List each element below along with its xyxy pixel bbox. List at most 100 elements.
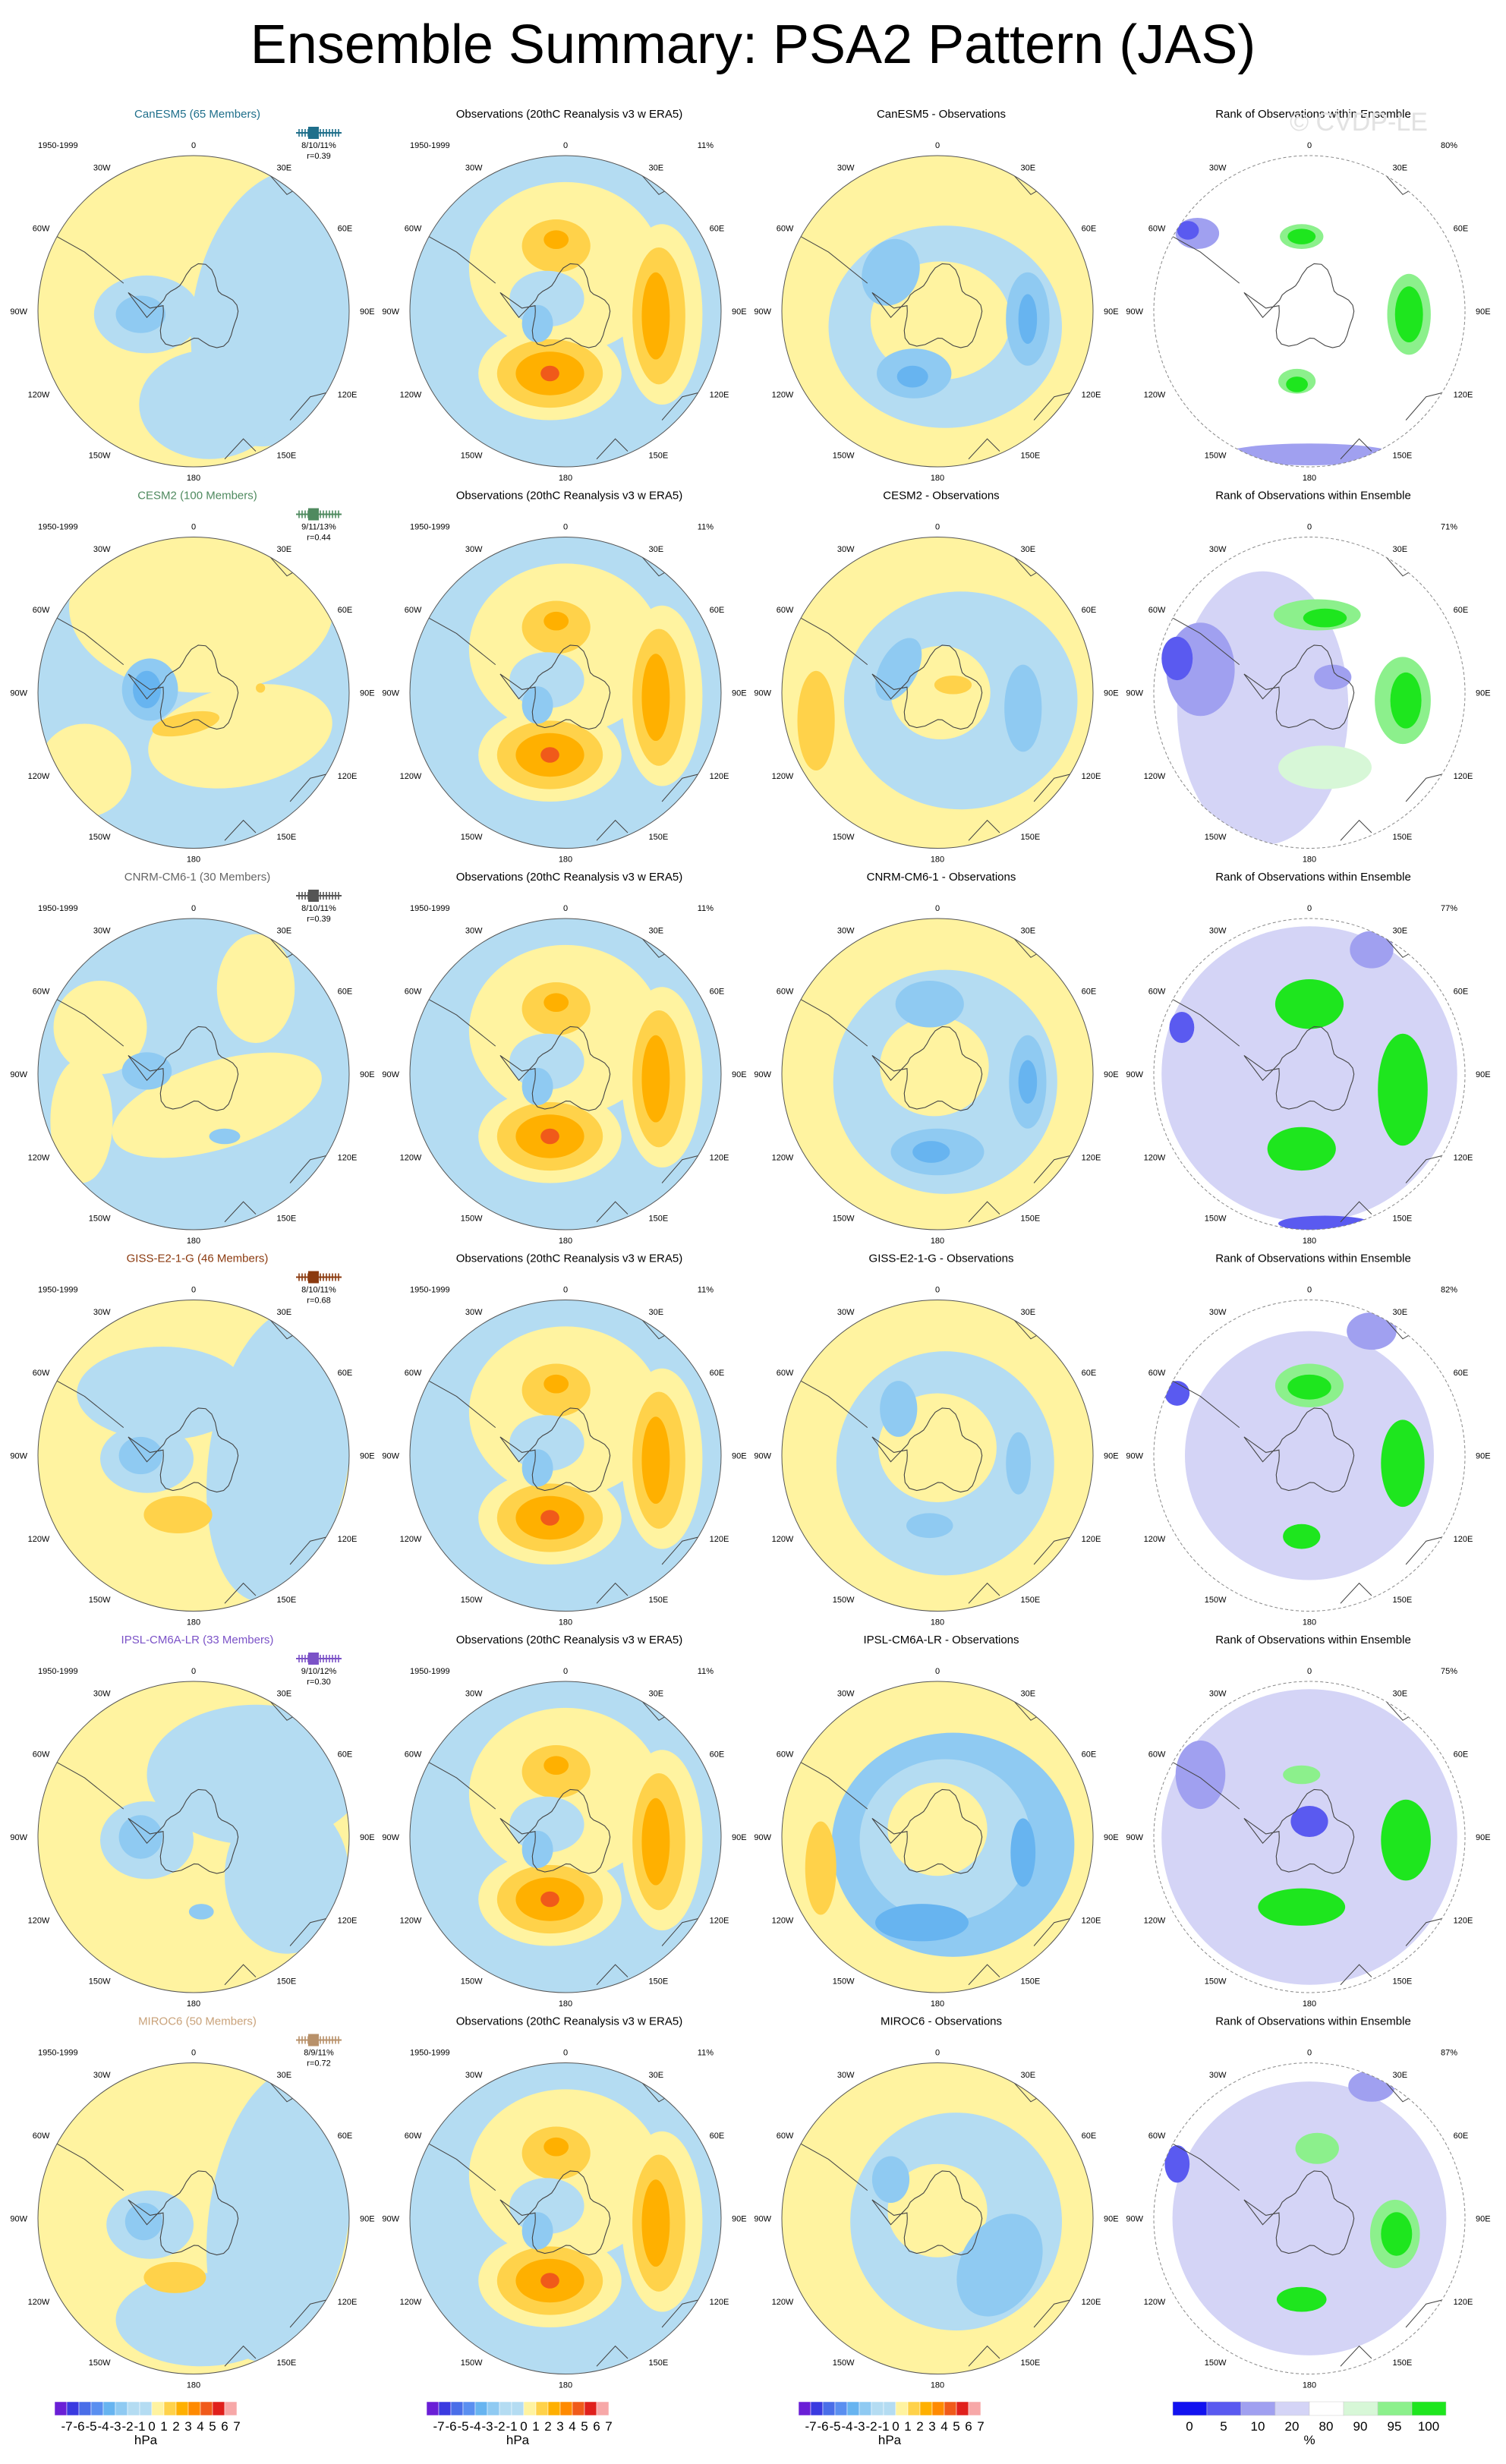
new-zealand-outline	[968, 1964, 1000, 1986]
contour-region	[521, 686, 553, 724]
south-america-outline	[1161, 611, 1240, 665]
rank-region	[1287, 228, 1316, 244]
longitude-label: 60E	[710, 1369, 725, 1378]
antarctica-outline	[128, 1026, 239, 1111]
longitude-label: 60E	[710, 2132, 725, 2141]
longitude-label: 60W	[777, 988, 794, 997]
colorbar-swatch	[859, 2401, 872, 2416]
colorbar-swatch	[127, 2401, 140, 2416]
longitude-label: 150W	[1205, 1596, 1227, 1605]
south-america-outline	[46, 1755, 124, 1810]
ensemble-range-marker	[296, 1653, 342, 1665]
variance-stats: 9/11/13%	[301, 523, 336, 532]
variance-stats: 8/9/11%	[304, 2049, 334, 2058]
longitude-label: 60W	[777, 1369, 794, 1378]
rank-region	[1286, 377, 1308, 392]
longitude-label: 120E	[338, 1154, 358, 1163]
longitude-label: 180	[559, 474, 572, 483]
contour-region	[133, 670, 161, 709]
obs-pattern-map	[409, 1300, 722, 1612]
new-zealand-outline	[1340, 819, 1372, 841]
colorbar-hpa-1: -7 -6 -5 -4 -3 -2 -1 0 1 2 3 4 5 6 7 hPa	[54, 2401, 241, 2447]
colorbar-tick-label: 5	[581, 2419, 588, 2434]
colorbar-tick-label: 4	[197, 2419, 203, 2434]
longitude-label: 180	[931, 2381, 944, 2390]
rank-percent: 82%	[1441, 1286, 1457, 1295]
longitude-label: 0	[563, 904, 568, 913]
longitude-label: 120W	[1144, 391, 1166, 400]
longitude-label: 150W	[89, 452, 111, 461]
longitude-label: 60W	[1148, 225, 1166, 234]
contour-region	[121, 1052, 172, 1090]
longitude-label: 120E	[1082, 1917, 1101, 1926]
colorbar-swatch	[438, 2401, 452, 2416]
longitude-label: 120W	[28, 1154, 50, 1163]
longitude-label: 60W	[405, 1750, 422, 1760]
model-pattern-map	[37, 1681, 350, 1993]
longitude-label: 60E	[1082, 2132, 1097, 2141]
colorbar-tick-label: 2	[172, 2419, 179, 2434]
rank-region	[1347, 1312, 1397, 1350]
map-border	[1153, 1300, 1466, 1612]
longitude-label: 150W	[461, 452, 483, 461]
antarctica-outline	[128, 263, 239, 348]
longitude-label: 0	[563, 1286, 568, 1295]
longitude-label: 120E	[1082, 391, 1101, 400]
longitude-label: 120W	[772, 1154, 794, 1163]
longitude-label: 90W	[1126, 689, 1143, 698]
period-label: 1950-1999	[410, 2049, 450, 2058]
longitude-label: 60E	[710, 1750, 725, 1760]
longitude-label: 60E	[1454, 1750, 1469, 1760]
longitude-label: 180	[559, 855, 572, 865]
contour-region	[148, 684, 332, 789]
colorbar-swatch	[224, 2401, 238, 2416]
longitude-label: 120W	[1144, 1154, 1166, 1163]
contour-region	[543, 611, 569, 631]
rank-region	[1276, 2286, 1327, 2312]
longitude-label: 30E	[649, 926, 664, 935]
map-border	[781, 2062, 1094, 2374]
longitude-label: 60W	[1148, 1369, 1166, 1378]
colorbar-swatch	[175, 2401, 189, 2416]
south-america-outline	[417, 1374, 496, 1428]
longitude-label: 150E	[1393, 1215, 1413, 1224]
longitude-label: 30W	[1209, 1308, 1227, 1317]
longitude-label: 0	[935, 523, 940, 532]
longitude-label: 60W	[33, 606, 50, 615]
longitude-label: 90W	[10, 307, 27, 317]
difference-map	[781, 2062, 1094, 2374]
longitude-label: 150W	[1205, 1977, 1227, 1987]
colorbar-tick-label: 1	[160, 2419, 167, 2434]
diff-title: CanESM5 - Observations	[877, 108, 1006, 121]
diff-title: MIROC6 - Observations	[881, 2015, 1002, 2028]
longitude-label: 120W	[772, 772, 794, 781]
longitude-label: 30E	[649, 2071, 664, 2080]
longitude-label: 0	[191, 904, 196, 913]
longitude-label: 60E	[1454, 1369, 1469, 1378]
longitude-label: 0	[563, 523, 568, 532]
longitude-label: 60E	[710, 988, 725, 997]
longitude-label: 90E	[360, 2215, 375, 2224]
longitude-label: 150W	[833, 1215, 855, 1224]
colorbar-tick-label: 2	[544, 2419, 551, 2434]
longitude-label: 120E	[1082, 2298, 1101, 2307]
longitude-label: 60E	[1082, 606, 1097, 615]
longitude-label: 30E	[277, 545, 292, 554]
map-border	[37, 2062, 350, 2374]
new-zealand-outline	[1340, 1964, 1372, 1986]
longitude-label: 60W	[405, 2132, 422, 2141]
contour-region	[641, 1798, 670, 1886]
diff-title: IPSL-CM6A-LR - Observations	[863, 1634, 1019, 1646]
map-border	[409, 2062, 722, 2374]
longitude-label: 90E	[732, 2215, 747, 2224]
rank-region	[1164, 2145, 1190, 2183]
rank-region	[1381, 1799, 1431, 1881]
longitude-label: 150W	[461, 1596, 483, 1605]
longitude-label: 120E	[1082, 1535, 1101, 1544]
longitude-label: 150W	[461, 1215, 483, 1224]
colorbar-swatch	[1377, 2401, 1413, 2416]
longitude-label: 180	[187, 855, 200, 865]
longitude-label: 30W	[837, 1689, 855, 1698]
longitude-label: 0	[191, 523, 196, 532]
longitude-label: 60E	[338, 988, 353, 997]
